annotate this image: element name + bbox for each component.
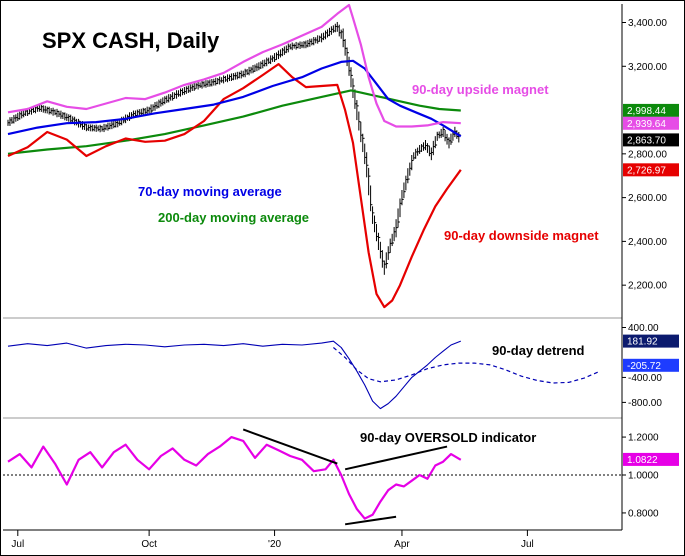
annotation-oversold: 90-day OVERSOLD indicator — [360, 430, 536, 445]
y-tick-label: 2,800.00 — [628, 149, 667, 160]
price-panel: 2,998.44 2,939.64 2,863.70 2,726.97 — [7, 3, 679, 309]
divergence-trendline — [344, 445, 448, 471]
upside-magnet-tag — [623, 116, 679, 130]
y-tick-label: -800.00 — [628, 398, 662, 409]
oversold-panel: 1.0822 — [3, 428, 679, 526]
y-tick-label: 400.00 — [628, 323, 659, 334]
ma200-tag — [623, 103, 679, 117]
axes: 3,400.00 3,200.00 2,800.00 2,600.00 2,400.00… — [3, 4, 667, 550]
upside-magnet-value: 2,939.64 — [627, 119, 666, 130]
annotation-200-day-ma: 200-day moving average — [158, 210, 309, 225]
x-tick-label: Jul — [11, 539, 24, 550]
series-90-day-downside-magnet — [7, 62, 462, 309]
y-tick-label: 2,200.00 — [628, 281, 667, 292]
y-tick-label: 3,200.00 — [628, 62, 667, 73]
detrend-value: 181.92 — [627, 337, 658, 348]
projection-tag — [623, 358, 679, 372]
divergence-trendline — [344, 515, 397, 526]
oversold-value: 1.0822 — [627, 455, 658, 466]
detrend-tag — [623, 334, 679, 348]
series-90-day-upside-magnet — [7, 3, 461, 128]
projection-value: -205.72 — [627, 361, 661, 372]
annotation-detrend: 90-day detrend — [492, 343, 585, 358]
y-tick-label: 1.2000 — [628, 433, 659, 444]
chart-title: SPX CASH, Daily — [42, 28, 220, 53]
downside-magnet-value: 2,726.97 — [627, 165, 666, 176]
series-projection — [333, 347, 601, 384]
y-tick-label: 2,400.00 — [628, 237, 667, 248]
oversold-tag — [623, 452, 679, 466]
annotation-upside-magnet: 90-day upside magnet — [412, 82, 549, 97]
y-tick-label: 2,600.00 — [628, 193, 667, 204]
ma200-value: 2,998.44 — [627, 106, 666, 117]
y-tick-label: 1.0000 — [628, 471, 659, 482]
last-price-tag — [623, 133, 679, 147]
y-tick-label: -400.00 — [628, 373, 662, 384]
x-tick-label: '20 — [268, 539, 281, 550]
x-tick-label: Apr — [394, 539, 410, 550]
downside-magnet-tag — [623, 163, 679, 177]
annotation-downside-magnet: 90-day downside magnet — [444, 228, 599, 243]
series-70-day-moving-average — [7, 59, 462, 138]
x-tick-label: Jul — [521, 539, 534, 550]
series-90-day-oversold-indicator — [7, 436, 462, 520]
series-90-day-detrend — [7, 340, 462, 410]
detrend-panel: 181.92 -205.72 — [7, 334, 679, 410]
x-tick-label: Oct — [141, 539, 157, 550]
y-tick-label: 0.8000 — [628, 508, 659, 519]
annotation-70-day-ma: 70-day moving average — [138, 184, 282, 199]
y-tick-label: 3,400.00 — [628, 18, 667, 29]
divergence-trendline — [242, 428, 338, 465]
series-200-day-moving-average — [7, 89, 461, 155]
last-price-value: 2,863.70 — [627, 135, 666, 146]
